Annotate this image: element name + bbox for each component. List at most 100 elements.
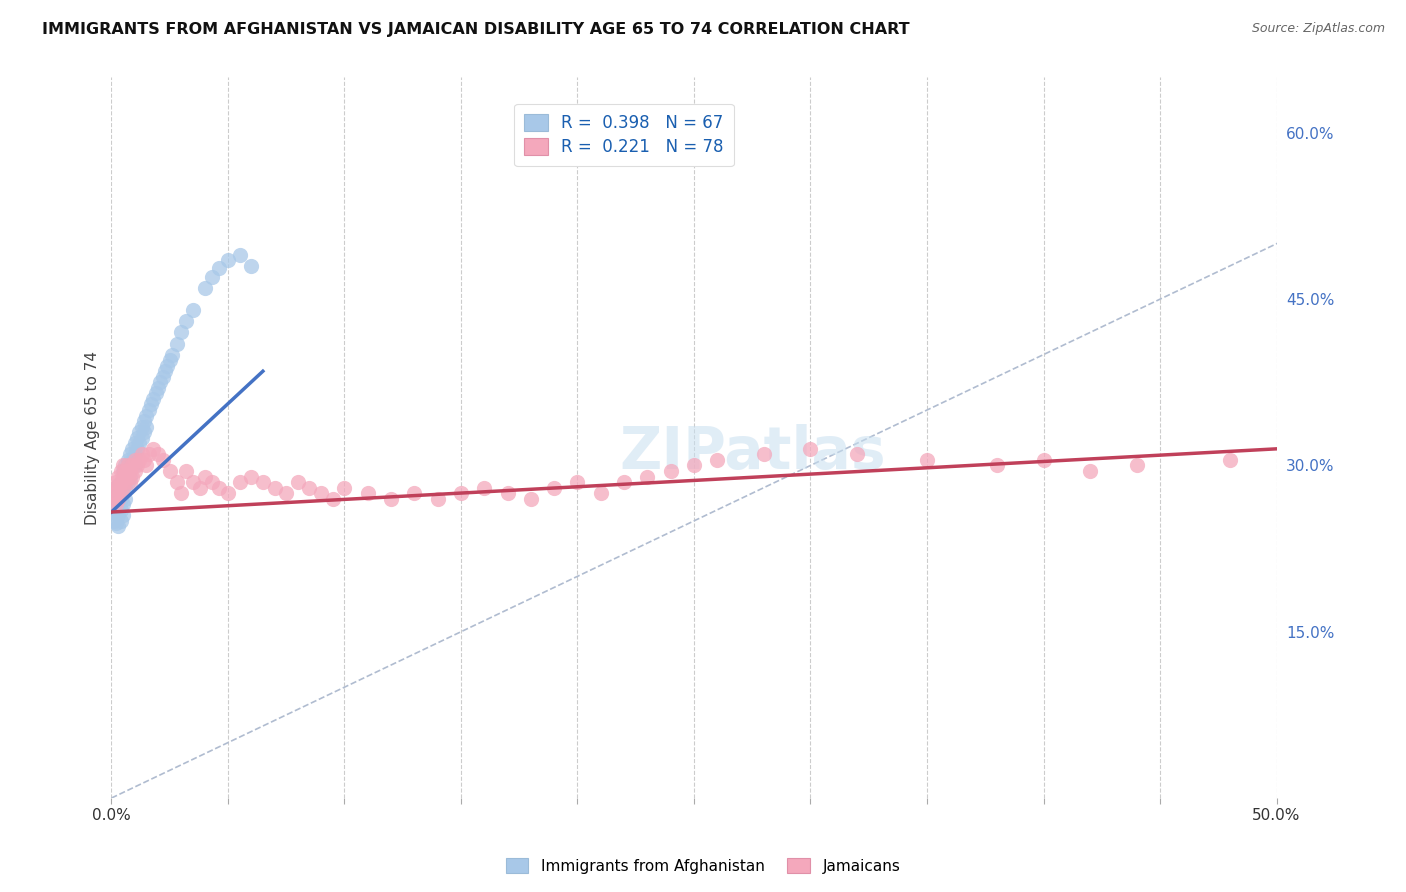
Point [287, 475, 309, 489]
Point [118, 469, 141, 483]
Point [1078, 464, 1101, 478]
Point [298, 481, 321, 495]
Point [107, 478, 129, 492]
Point [128, 436, 150, 450]
Point [752, 447, 775, 461]
Point [118, 475, 141, 489]
Point [117, 469, 139, 483]
Point [107, 497, 129, 511]
Point [105, 475, 128, 489]
Point [105, 486, 128, 500]
Point [188, 481, 211, 495]
Point [131, 447, 153, 461]
Point [132, 453, 155, 467]
Point [118, 458, 141, 473]
Point [132, 414, 155, 428]
Point [114, 475, 136, 489]
Point [1125, 458, 1147, 473]
Point [125, 431, 148, 445]
Point [145, 386, 167, 401]
Point [112, 508, 135, 523]
Point [228, 475, 250, 489]
Point [149, 376, 172, 390]
Point [114, 481, 136, 495]
Point [107, 469, 129, 483]
Point [131, 419, 153, 434]
Point [659, 464, 682, 478]
Point [105, 505, 128, 519]
Point [125, 442, 148, 456]
Point [139, 397, 162, 411]
Point [118, 447, 141, 461]
Y-axis label: Disability Age 65 to 74: Disability Age 65 to 74 [86, 351, 100, 524]
Point [174, 314, 197, 328]
Point [683, 458, 706, 473]
Point [121, 469, 143, 483]
Point [706, 453, 728, 467]
Point [121, 458, 143, 473]
Point [496, 486, 519, 500]
Point [217, 486, 239, 500]
Point [380, 491, 402, 506]
Point [166, 475, 188, 489]
Point [194, 281, 217, 295]
Point [124, 458, 146, 473]
Point [132, 425, 155, 440]
Point [124, 436, 146, 450]
Point [107, 519, 129, 533]
Point [217, 253, 239, 268]
Point [404, 486, 426, 500]
Point [228, 248, 250, 262]
Point [153, 364, 176, 378]
Point [159, 353, 181, 368]
Text: Source: ZipAtlas.com: Source: ZipAtlas.com [1251, 22, 1385, 36]
Point [107, 490, 129, 504]
Point [146, 447, 169, 461]
Point [128, 453, 150, 467]
Legend: Immigrants from Afghanistan, Jamaicans: Immigrants from Afghanistan, Jamaicans [499, 852, 907, 880]
Point [207, 481, 229, 495]
Point [128, 425, 150, 440]
Point [112, 475, 135, 489]
Point [135, 409, 157, 423]
Point [125, 458, 148, 473]
Point [117, 464, 139, 478]
Point [174, 464, 197, 478]
Point [110, 491, 132, 506]
Point [103, 481, 125, 495]
Point [201, 475, 224, 489]
Point [252, 475, 274, 489]
Text: ZIPatlas: ZIPatlas [619, 424, 886, 481]
Point [117, 475, 139, 489]
Point [110, 503, 132, 517]
Point [152, 369, 174, 384]
Point [110, 486, 132, 500]
Point [156, 359, 179, 373]
Point [799, 442, 821, 456]
Point [107, 481, 129, 495]
Point [240, 469, 263, 483]
Point [567, 475, 589, 489]
Point [107, 491, 129, 506]
Point [160, 348, 183, 362]
Point [589, 486, 612, 500]
Point [915, 453, 938, 467]
Point [124, 464, 146, 478]
Point [112, 469, 135, 483]
Point [114, 491, 136, 506]
Point [103, 491, 125, 506]
Point [124, 447, 146, 461]
Point [146, 381, 169, 395]
Point [105, 486, 128, 500]
Point [118, 464, 141, 478]
Point [103, 491, 125, 506]
Point [103, 503, 125, 517]
Point [152, 453, 174, 467]
Point [426, 491, 449, 506]
Point [450, 486, 472, 500]
Point [472, 481, 495, 495]
Point [357, 486, 380, 500]
Point [1219, 453, 1241, 467]
Point [240, 259, 263, 273]
Point [181, 303, 204, 318]
